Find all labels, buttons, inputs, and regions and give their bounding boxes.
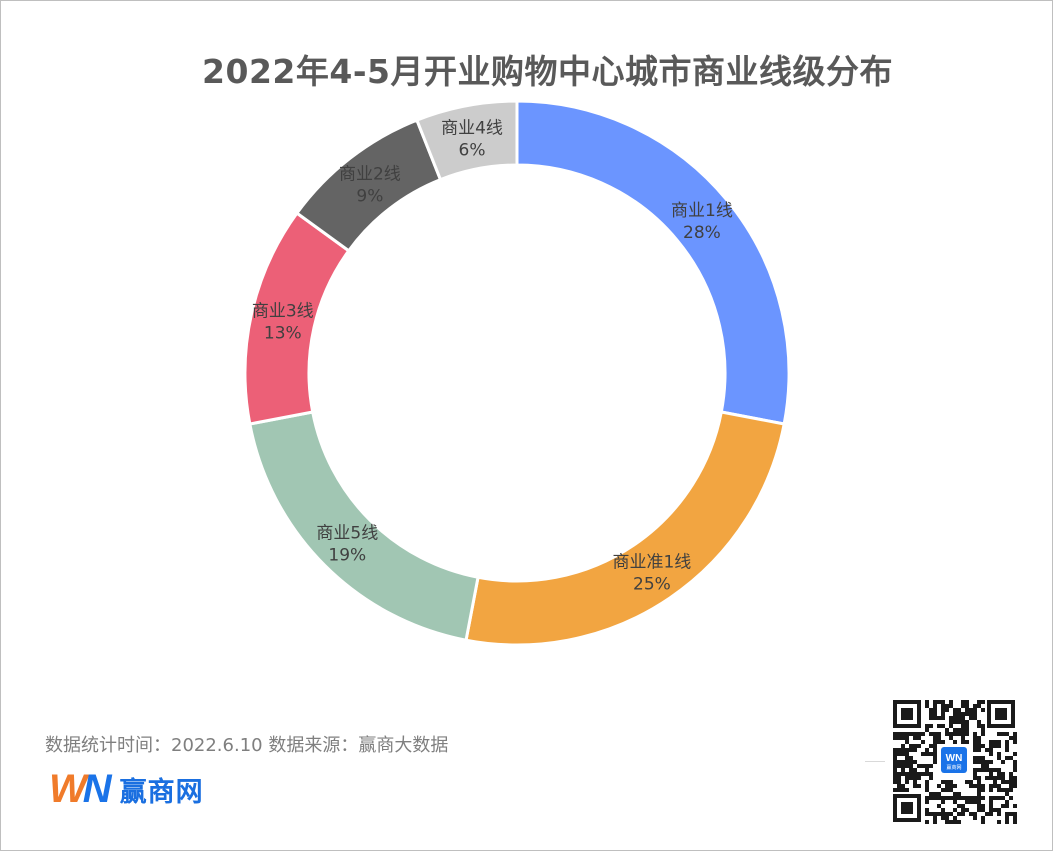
qr-badge-icon xyxy=(941,747,967,773)
winshang-logo[interactable]: W N 赢商网 xyxy=(49,767,204,811)
decorative-line xyxy=(865,761,885,762)
slices-group xyxy=(243,99,791,647)
slice-商业4线[interactable] xyxy=(415,99,519,182)
slice-value-商业1线: 28% xyxy=(683,223,721,243)
logo-mark-n: N xyxy=(82,766,112,811)
logo-mark: W N xyxy=(49,767,112,812)
qr-code[interactable]: WN 赢商网 xyxy=(891,698,1017,824)
slice-value-商业3线: 13% xyxy=(264,324,302,344)
slice-label-商业4线: 商业4线 xyxy=(441,118,503,138)
qr-badge-mark: WN xyxy=(946,753,963,764)
qr-badge-text: 赢商网 xyxy=(946,764,961,771)
slice-label-商业3线: 商业3线 xyxy=(252,302,314,322)
slice-value-商业准1线: 25% xyxy=(633,574,671,594)
logo-text: 赢商网 xyxy=(119,776,204,808)
slice-value-商业5线: 19% xyxy=(328,546,366,566)
slice-label-商业1线: 商业1线 xyxy=(671,201,733,221)
slice-value-商业2线: 9% xyxy=(356,186,383,206)
slice-label-商业2线: 商业2线 xyxy=(339,164,401,184)
logo-mark-w: W xyxy=(49,766,87,811)
slice-label-商业5线: 商业5线 xyxy=(316,524,378,544)
slice-label-商业准1线: 商业准1线 xyxy=(612,552,691,572)
chart-title: 2022年4-5月开业购物中心城市商业线级分布 xyxy=(202,52,893,91)
data-source-note: 数据统计时间：2022.6.10 数据来源：赢商大数据 xyxy=(45,735,449,756)
slice-value-商业4线: 6% xyxy=(459,140,486,160)
slice-商业准1线[interactable] xyxy=(464,410,786,647)
slice-商业1线[interactable] xyxy=(515,99,791,426)
